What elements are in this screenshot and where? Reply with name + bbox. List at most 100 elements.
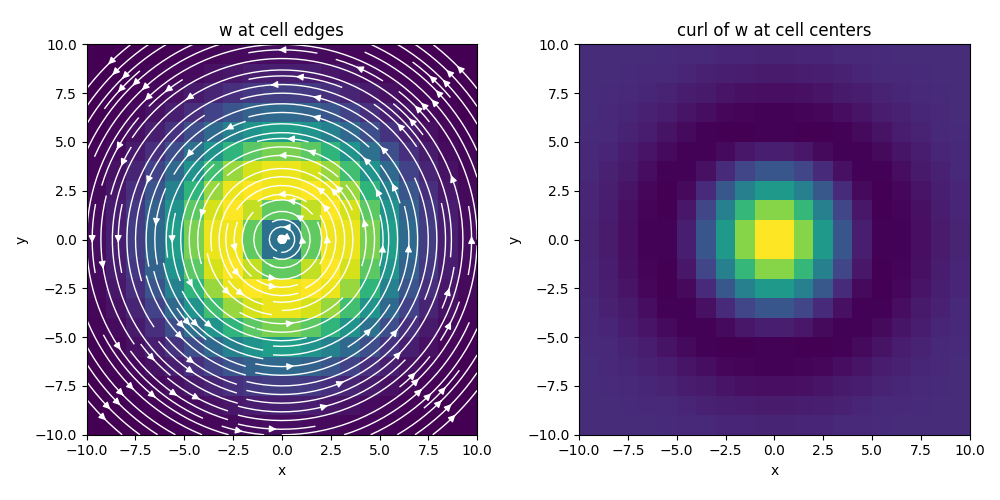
FancyArrowPatch shape [391, 330, 397, 336]
FancyArrowPatch shape [469, 238, 474, 244]
FancyArrowPatch shape [300, 236, 305, 244]
FancyArrowPatch shape [314, 96, 321, 101]
FancyArrowPatch shape [114, 342, 120, 349]
FancyArrowPatch shape [187, 94, 193, 99]
FancyArrowPatch shape [269, 275, 275, 280]
FancyArrowPatch shape [445, 289, 450, 296]
FancyArrowPatch shape [269, 284, 276, 289]
FancyArrowPatch shape [103, 402, 110, 408]
FancyArrowPatch shape [99, 262, 105, 268]
FancyArrowPatch shape [444, 405, 451, 411]
FancyArrowPatch shape [444, 80, 450, 86]
FancyArrowPatch shape [235, 428, 242, 433]
FancyArrowPatch shape [318, 188, 324, 194]
FancyArrowPatch shape [435, 401, 441, 407]
FancyArrowPatch shape [115, 236, 121, 242]
FancyArrowPatch shape [286, 321, 293, 326]
FancyArrowPatch shape [376, 190, 382, 196]
FancyArrowPatch shape [437, 91, 443, 97]
FancyArrowPatch shape [113, 398, 119, 404]
FancyArrowPatch shape [284, 224, 290, 230]
FancyArrowPatch shape [398, 124, 404, 130]
FancyArrowPatch shape [183, 318, 189, 324]
Title: w at cell edges: w at cell edges [219, 22, 344, 40]
FancyArrowPatch shape [357, 67, 364, 72]
FancyArrowPatch shape [380, 246, 385, 252]
FancyArrowPatch shape [169, 236, 175, 242]
FancyArrowPatch shape [272, 82, 278, 87]
FancyArrowPatch shape [187, 357, 193, 362]
FancyArrowPatch shape [288, 136, 294, 141]
FancyArrowPatch shape [143, 83, 149, 89]
FancyArrowPatch shape [282, 234, 289, 239]
FancyArrowPatch shape [200, 210, 205, 216]
FancyArrowPatch shape [148, 354, 154, 360]
FancyArrowPatch shape [314, 116, 320, 121]
FancyArrowPatch shape [381, 148, 388, 154]
FancyArrowPatch shape [123, 72, 129, 78]
X-axis label: x: x [278, 464, 286, 478]
FancyArrowPatch shape [117, 388, 123, 395]
FancyArrowPatch shape [186, 367, 193, 372]
FancyArrowPatch shape [176, 332, 182, 338]
FancyArrowPatch shape [154, 218, 159, 224]
FancyArrowPatch shape [439, 388, 445, 394]
FancyArrowPatch shape [412, 380, 418, 386]
FancyArrowPatch shape [364, 158, 370, 164]
FancyArrowPatch shape [223, 288, 229, 294]
FancyArrowPatch shape [147, 176, 152, 182]
FancyArrowPatch shape [449, 416, 455, 422]
FancyArrowPatch shape [205, 321, 211, 327]
FancyArrowPatch shape [148, 391, 155, 397]
FancyArrowPatch shape [287, 364, 293, 370]
FancyArrowPatch shape [177, 321, 183, 327]
FancyArrowPatch shape [113, 68, 119, 74]
FancyArrowPatch shape [445, 322, 450, 329]
FancyArrowPatch shape [392, 184, 398, 191]
FancyArrowPatch shape [187, 280, 192, 286]
FancyArrowPatch shape [122, 158, 127, 165]
FancyArrowPatch shape [146, 94, 152, 100]
FancyArrowPatch shape [296, 216, 303, 221]
FancyArrowPatch shape [192, 394, 199, 399]
Y-axis label: y: y [508, 236, 522, 244]
FancyArrowPatch shape [166, 86, 172, 91]
FancyArrowPatch shape [364, 329, 371, 336]
FancyArrowPatch shape [89, 236, 95, 242]
FancyArrowPatch shape [279, 192, 285, 197]
Y-axis label: y: y [15, 236, 29, 244]
FancyArrowPatch shape [424, 394, 430, 400]
FancyArrowPatch shape [227, 124, 233, 129]
FancyArrowPatch shape [237, 289, 243, 294]
FancyArrowPatch shape [422, 104, 428, 110]
X-axis label: x: x [770, 464, 779, 478]
FancyArrowPatch shape [447, 71, 453, 77]
FancyArrowPatch shape [269, 426, 275, 432]
FancyArrowPatch shape [323, 205, 329, 212]
FancyArrowPatch shape [191, 320, 197, 326]
Title: curl of w at cell centers: curl of w at cell centers [677, 22, 872, 40]
FancyArrowPatch shape [336, 382, 343, 387]
FancyArrowPatch shape [127, 382, 133, 389]
FancyArrowPatch shape [416, 106, 422, 113]
FancyArrowPatch shape [458, 66, 464, 73]
FancyArrowPatch shape [332, 189, 338, 195]
FancyArrowPatch shape [415, 390, 421, 396]
FancyArrowPatch shape [119, 85, 125, 91]
FancyArrowPatch shape [280, 152, 286, 158]
FancyArrowPatch shape [289, 198, 295, 204]
FancyArrowPatch shape [409, 374, 415, 380]
FancyArrowPatch shape [362, 220, 368, 226]
FancyArrowPatch shape [320, 404, 327, 410]
FancyArrowPatch shape [451, 176, 456, 182]
FancyArrowPatch shape [133, 78, 140, 85]
FancyArrowPatch shape [231, 244, 237, 250]
FancyArrowPatch shape [187, 150, 193, 156]
FancyArrowPatch shape [280, 47, 286, 52]
FancyArrowPatch shape [117, 142, 123, 148]
FancyArrowPatch shape [325, 236, 330, 243]
FancyArrowPatch shape [297, 74, 303, 80]
FancyArrowPatch shape [309, 150, 315, 156]
FancyArrowPatch shape [170, 390, 176, 395]
FancyArrowPatch shape [432, 100, 438, 106]
